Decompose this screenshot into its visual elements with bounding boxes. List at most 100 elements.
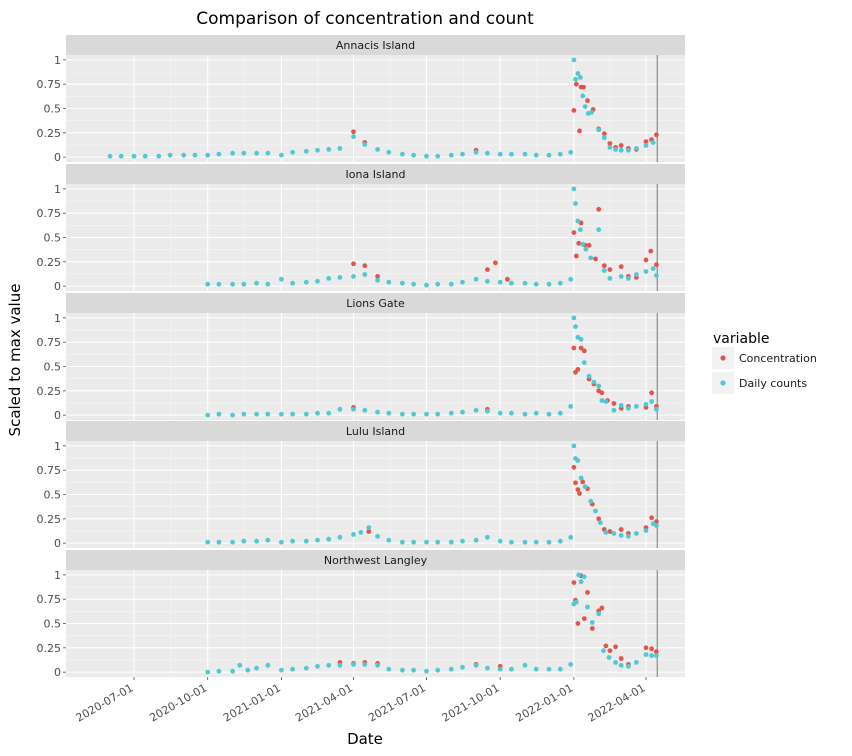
facet-panel: Annacis Island 0 0.25 0.5 0.75 1 <box>37 35 685 164</box>
data-point <box>599 605 605 611</box>
data-point <box>634 272 639 277</box>
facet-panels: Annacis Island 0 0.25 0.5 0.75 1 Iona Island 0 0… <box>37 35 685 679</box>
y-tick-label: 0.25 <box>37 127 62 140</box>
data-point <box>303 148 309 154</box>
y-tick-label: 0.25 <box>37 256 62 269</box>
data-point <box>118 153 124 159</box>
y-tick-label: 0.75 <box>37 78 62 91</box>
data-point <box>424 539 429 545</box>
facet-strip <box>66 293 685 313</box>
y-tick-label: 0.25 <box>37 642 62 655</box>
data-point <box>575 458 581 463</box>
y-tick-label: 0.25 <box>37 385 62 398</box>
data-point <box>596 611 602 617</box>
y-tick-label: 0 <box>54 151 61 164</box>
data-point <box>626 147 631 153</box>
data-point <box>337 146 343 151</box>
data-point <box>497 538 503 544</box>
data-point <box>362 407 368 413</box>
data-point <box>351 662 356 667</box>
data-point <box>254 411 259 417</box>
data-point <box>167 152 173 158</box>
data-point <box>607 529 613 534</box>
data-point <box>411 539 416 545</box>
data-point <box>643 269 649 274</box>
data-point <box>618 527 624 532</box>
data-point <box>142 153 148 159</box>
y-tick-label: 1 <box>54 569 61 582</box>
data-point <box>593 508 598 514</box>
data-point <box>634 146 639 151</box>
data-point <box>573 599 579 605</box>
data-point <box>597 520 603 526</box>
data-point <box>571 230 577 236</box>
data-point <box>577 128 582 134</box>
data-point <box>375 277 380 283</box>
data-point <box>205 412 211 418</box>
data-point <box>448 539 454 545</box>
data-point <box>573 480 578 486</box>
data-point <box>654 653 659 658</box>
data-point <box>505 276 510 282</box>
data-point <box>230 539 236 545</box>
data-point <box>290 411 295 417</box>
data-point <box>643 257 649 263</box>
data-point <box>411 152 416 158</box>
data-point <box>588 255 594 261</box>
data-point <box>303 665 309 671</box>
data-point <box>303 538 309 544</box>
data-point <box>573 81 579 87</box>
data-point <box>254 665 259 671</box>
data-point <box>337 275 343 280</box>
series-daily-counts <box>205 315 659 418</box>
data-point <box>585 590 590 595</box>
data-point <box>582 104 588 109</box>
data-point <box>509 410 514 416</box>
data-point <box>351 274 356 279</box>
data-point <box>571 57 577 63</box>
facet-strip-label: Northwest Langley <box>324 554 428 567</box>
facet-panel: Iona Island 0 0.25 0.5 0.75 1 <box>37 164 685 293</box>
data-point <box>290 280 295 286</box>
data-point <box>568 404 574 409</box>
data-point <box>571 108 577 113</box>
data-point <box>497 666 503 672</box>
data-point <box>577 491 582 496</box>
x-tick-label: 2020-07-01 <box>74 681 136 724</box>
data-point <box>205 539 211 545</box>
data-point <box>279 276 284 282</box>
data-point <box>205 152 211 158</box>
data-point <box>386 279 392 285</box>
data-point <box>577 227 583 233</box>
data-point <box>634 404 639 409</box>
data-point <box>362 272 368 277</box>
data-point <box>654 406 659 412</box>
data-point <box>589 620 595 625</box>
data-point <box>216 668 222 674</box>
data-point <box>473 149 479 155</box>
x-axis-label: Date <box>347 730 383 748</box>
y-tick-label: 0.5 <box>44 618 62 631</box>
data-point <box>245 667 251 673</box>
data-point <box>315 410 320 416</box>
data-point <box>485 267 490 272</box>
data-point <box>205 281 211 287</box>
y-tick-label: 0.5 <box>44 232 62 245</box>
data-point <box>575 621 581 626</box>
data-point <box>626 405 631 411</box>
data-point <box>654 649 659 655</box>
y-tick-label: 0 <box>54 666 61 679</box>
data-point <box>216 411 222 417</box>
data-point <box>509 666 514 672</box>
data-point <box>435 667 441 673</box>
data-point <box>448 666 454 672</box>
data-point <box>315 278 320 284</box>
data-point <box>618 403 624 408</box>
data-point <box>435 539 441 545</box>
data-point <box>290 538 295 544</box>
data-point <box>351 129 356 135</box>
data-point <box>533 666 539 672</box>
data-point <box>643 402 649 407</box>
data-point <box>601 268 607 273</box>
data-point <box>578 579 584 585</box>
